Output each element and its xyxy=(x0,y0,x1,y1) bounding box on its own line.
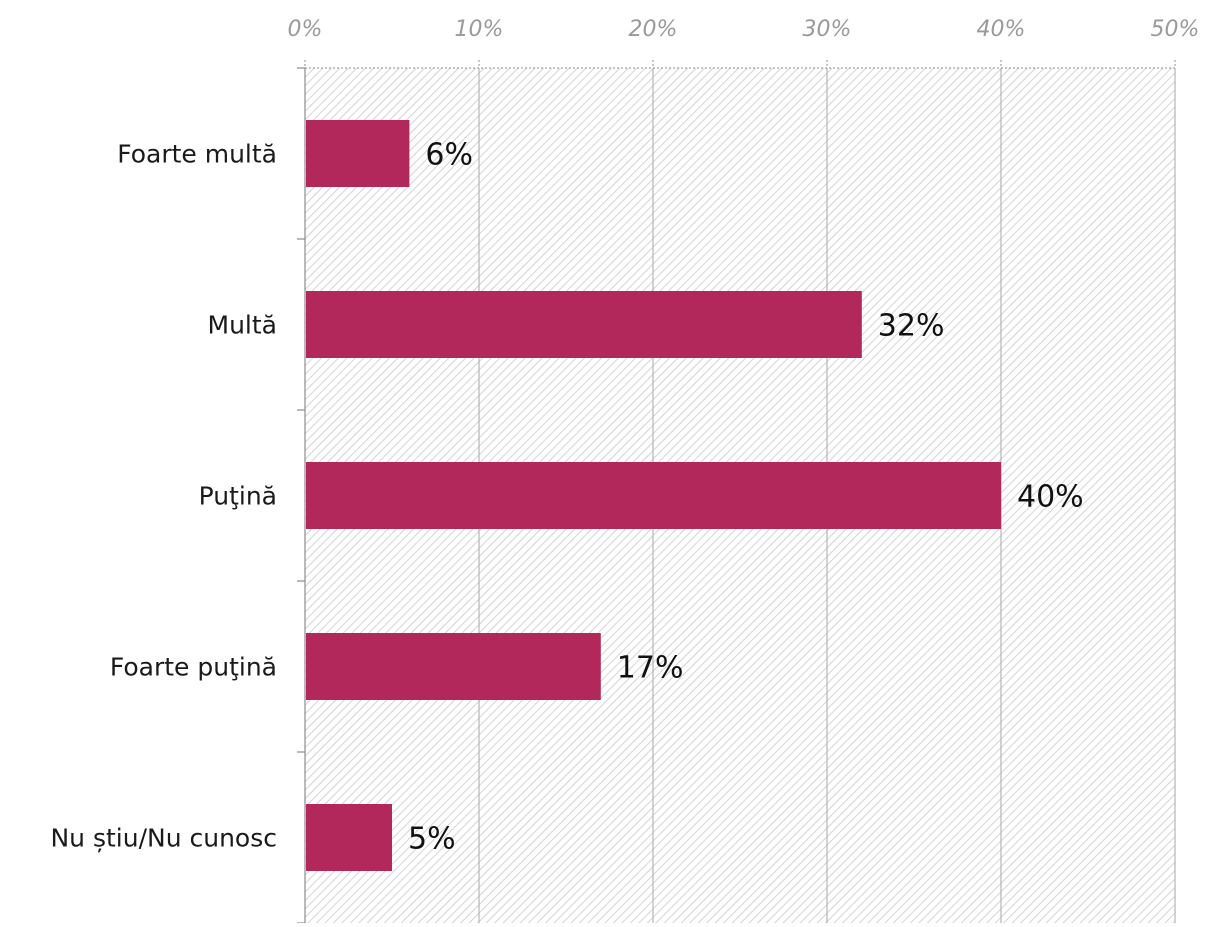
data-label: 40% xyxy=(1017,480,1084,515)
axis-layer: 0% 10% 20% 30% 40% 50% xyxy=(288,17,1200,924)
x-tick-label: 30% xyxy=(803,17,852,42)
bar xyxy=(306,804,392,871)
bars-layer xyxy=(306,120,1001,871)
x-tick-label: 0% xyxy=(288,17,323,42)
labels-layer: 6% Foarte multă 32% Multă 40% Puţină 17% Foarte… xyxy=(50,138,1083,857)
category-label: Nu știu/Nu cunosc xyxy=(50,824,277,853)
data-label: 17% xyxy=(617,651,684,686)
x-tick-label: 40% xyxy=(977,17,1026,42)
data-label: 6% xyxy=(425,138,473,173)
bar xyxy=(306,633,601,700)
data-label: 32% xyxy=(878,309,945,344)
bar xyxy=(306,462,1001,529)
x-tick-label: 50% xyxy=(1151,17,1200,42)
category-label: Multă xyxy=(208,311,277,340)
category-label: Foarte multă xyxy=(117,140,277,169)
category-label: Puţină xyxy=(199,482,277,511)
x-tick-label: 10% xyxy=(455,17,504,42)
bar xyxy=(306,291,862,358)
data-label: 5% xyxy=(408,822,456,857)
bar xyxy=(306,120,410,187)
category-label: Foarte puţină xyxy=(110,653,277,682)
x-tick-label: 20% xyxy=(629,17,678,42)
